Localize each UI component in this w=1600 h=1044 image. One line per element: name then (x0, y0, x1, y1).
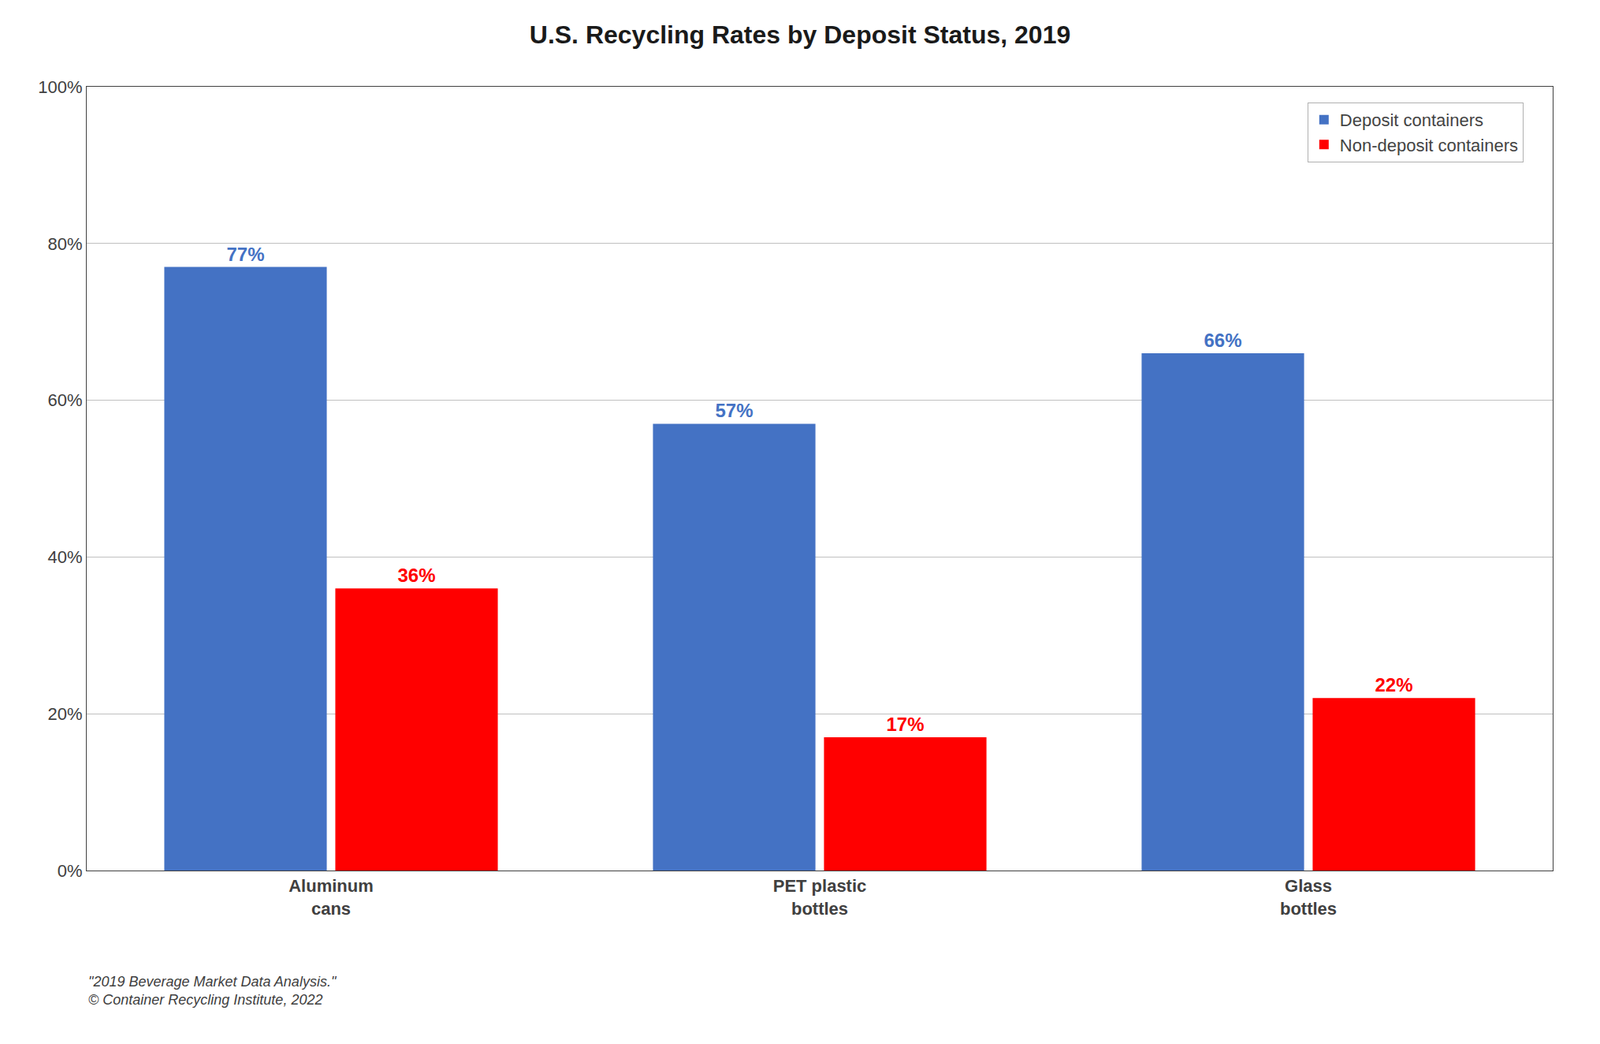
svg-text:40%: 40% (48, 546, 83, 567)
svg-text:80%: 80% (48, 234, 83, 254)
svg-text:Aluminumcans: Aluminumcans (288, 875, 374, 919)
svg-text:36%: 36% (397, 564, 436, 586)
svg-text:Glassbottles: Glassbottles (1280, 875, 1337, 919)
svg-text:20%: 20% (48, 703, 83, 724)
svg-text:U.S. Recycling Rates by Deposi: U.S. Recycling Rates by Deposit Status, … (529, 20, 1071, 49)
svg-text:Deposit containers: Deposit containers (1339, 110, 1484, 131)
svg-text:66%: 66% (1203, 329, 1242, 351)
svg-text:PET plasticbottles: PET plasticbottles (773, 875, 867, 919)
svg-text:100%: 100% (37, 77, 82, 97)
svg-text:Non-deposit containers: Non-deposit containers (1339, 135, 1519, 156)
svg-text:0%: 0% (57, 860, 83, 881)
svg-text:17%: 17% (885, 713, 924, 735)
svg-text:"2019 Beverage Market Data Ana: "2019 Beverage Market Data Analysis."© C… (88, 973, 338, 1008)
svg-text:77%: 77% (226, 243, 265, 265)
svg-text:57%: 57% (714, 399, 753, 421)
svg-text:22%: 22% (1374, 673, 1413, 696)
svg-text:60%: 60% (48, 390, 83, 410)
